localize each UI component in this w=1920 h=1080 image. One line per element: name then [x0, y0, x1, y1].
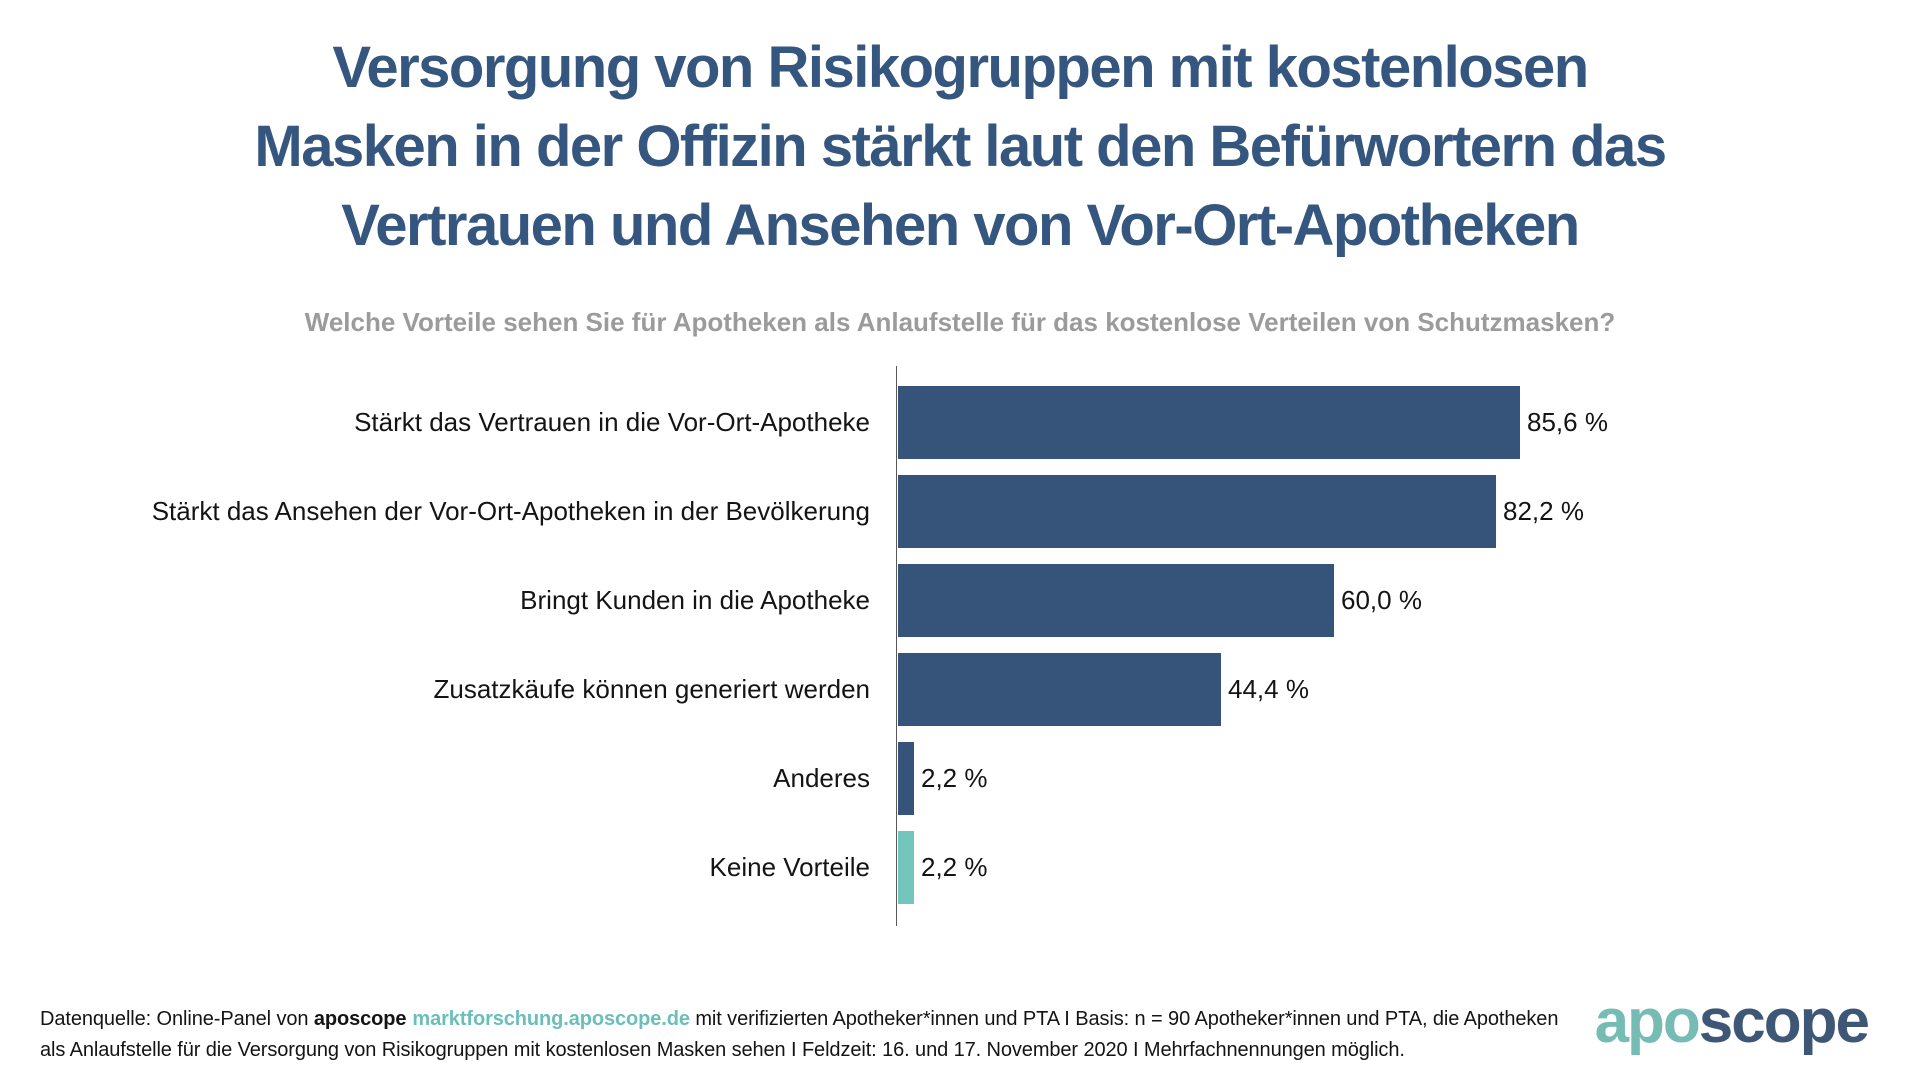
title-line-2: Masken in der Offizin stärkt laut den Be… — [254, 114, 1667, 179]
footer: Datenquelle: Online-Panel von aposcope ma… — [40, 1004, 1560, 1066]
source-link[interactable]: marktforschung.aposcope.de — [412, 1008, 690, 1030]
chart-question: Welche Vorteile sehen Sie für Apotheken … — [304, 307, 1616, 337]
bar-zone: 85,6 % — [896, 386, 1920, 459]
chart-rows: Stärkt das Vertrauen in die Vor-Ort-Apot… — [0, 378, 1920, 912]
bar-zone: 44,4 % — [896, 653, 1920, 726]
chart-row: Zusatzkäufe können generiert werden 44,4 … — [0, 645, 1920, 734]
bar — [898, 564, 1334, 637]
category-label: Keine Vorteile — [709, 852, 870, 882]
bar — [898, 475, 1496, 548]
category-label: Zusatzkäufe können generiert werden — [433, 674, 871, 704]
source-brand: aposcope — [313, 1008, 407, 1030]
source-line-1: Datenquelle: Online-Panel von aposcope ma… — [40, 1004, 1560, 1035]
category-label: Anderes — [773, 763, 870, 793]
source-prefix: Datenquelle: Online-Panel von — [40, 1008, 314, 1030]
bar-zone: 2,2 % — [896, 742, 1920, 815]
chart-row: Anderes 2,2 % — [0, 734, 1920, 823]
bar-zone: 2,2 % — [896, 831, 1920, 904]
title-line-1: Versorgung von Risikogruppen mit kostenl… — [332, 35, 1589, 100]
source-line1-rest: mit verifizierten Apotheker*innen und PT… — [689, 1008, 1559, 1030]
title-line-3: Vertrauen und Ansehen von Vor-Ort-Apothe… — [341, 193, 1580, 258]
bar — [898, 653, 1221, 726]
bar-zone: 82,2 % — [896, 475, 1920, 548]
source-line-2: als Anlaufstelle für die Versorgung von … — [40, 1039, 1405, 1061]
value-label: 44,4 % — [1228, 674, 1309, 704]
bar — [898, 386, 1520, 459]
bar — [898, 742, 914, 815]
category-label: Bringt Kunden in die Apotheke — [520, 585, 870, 615]
category-label: Stärkt das Ansehen der Vor-Ort-Apotheken… — [151, 496, 870, 526]
bar-zone: 60,0 % — [896, 564, 1920, 637]
value-label: 82,2 % — [1503, 496, 1584, 526]
value-label: 60,0 % — [1341, 585, 1422, 615]
bar — [898, 831, 914, 904]
chart-row: Stärkt das Vertrauen in die Vor-Ort-Apot… — [0, 378, 1920, 467]
chart-row: Bringt Kunden in die Apotheke 60,0 % — [0, 556, 1920, 645]
logo-scope: scope — [1698, 987, 1870, 1056]
bar-chart: Stärkt das Vertrauen in die Vor-Ort-Apot… — [0, 366, 1920, 926]
value-label: 2,2 % — [921, 763, 988, 793]
logo-apo: apo — [1594, 987, 1701, 1056]
value-label: 2,2 % — [921, 852, 988, 882]
chart-row: Keine Vorteile 2,2 % — [0, 823, 1920, 912]
aposcope-logo: aposcope — [1594, 986, 1870, 1057]
page-title: Versorgung von Risikogruppen mit kostenl… — [0, 28, 1920, 265]
value-label: 85,6 % — [1527, 407, 1608, 437]
y-axis-line — [896, 366, 897, 926]
category-label: Stärkt das Vertrauen in die Vor-Ort-Apot… — [354, 407, 870, 437]
chart-row: Stärkt das Ansehen der Vor-Ort-Apotheken… — [0, 467, 1920, 556]
